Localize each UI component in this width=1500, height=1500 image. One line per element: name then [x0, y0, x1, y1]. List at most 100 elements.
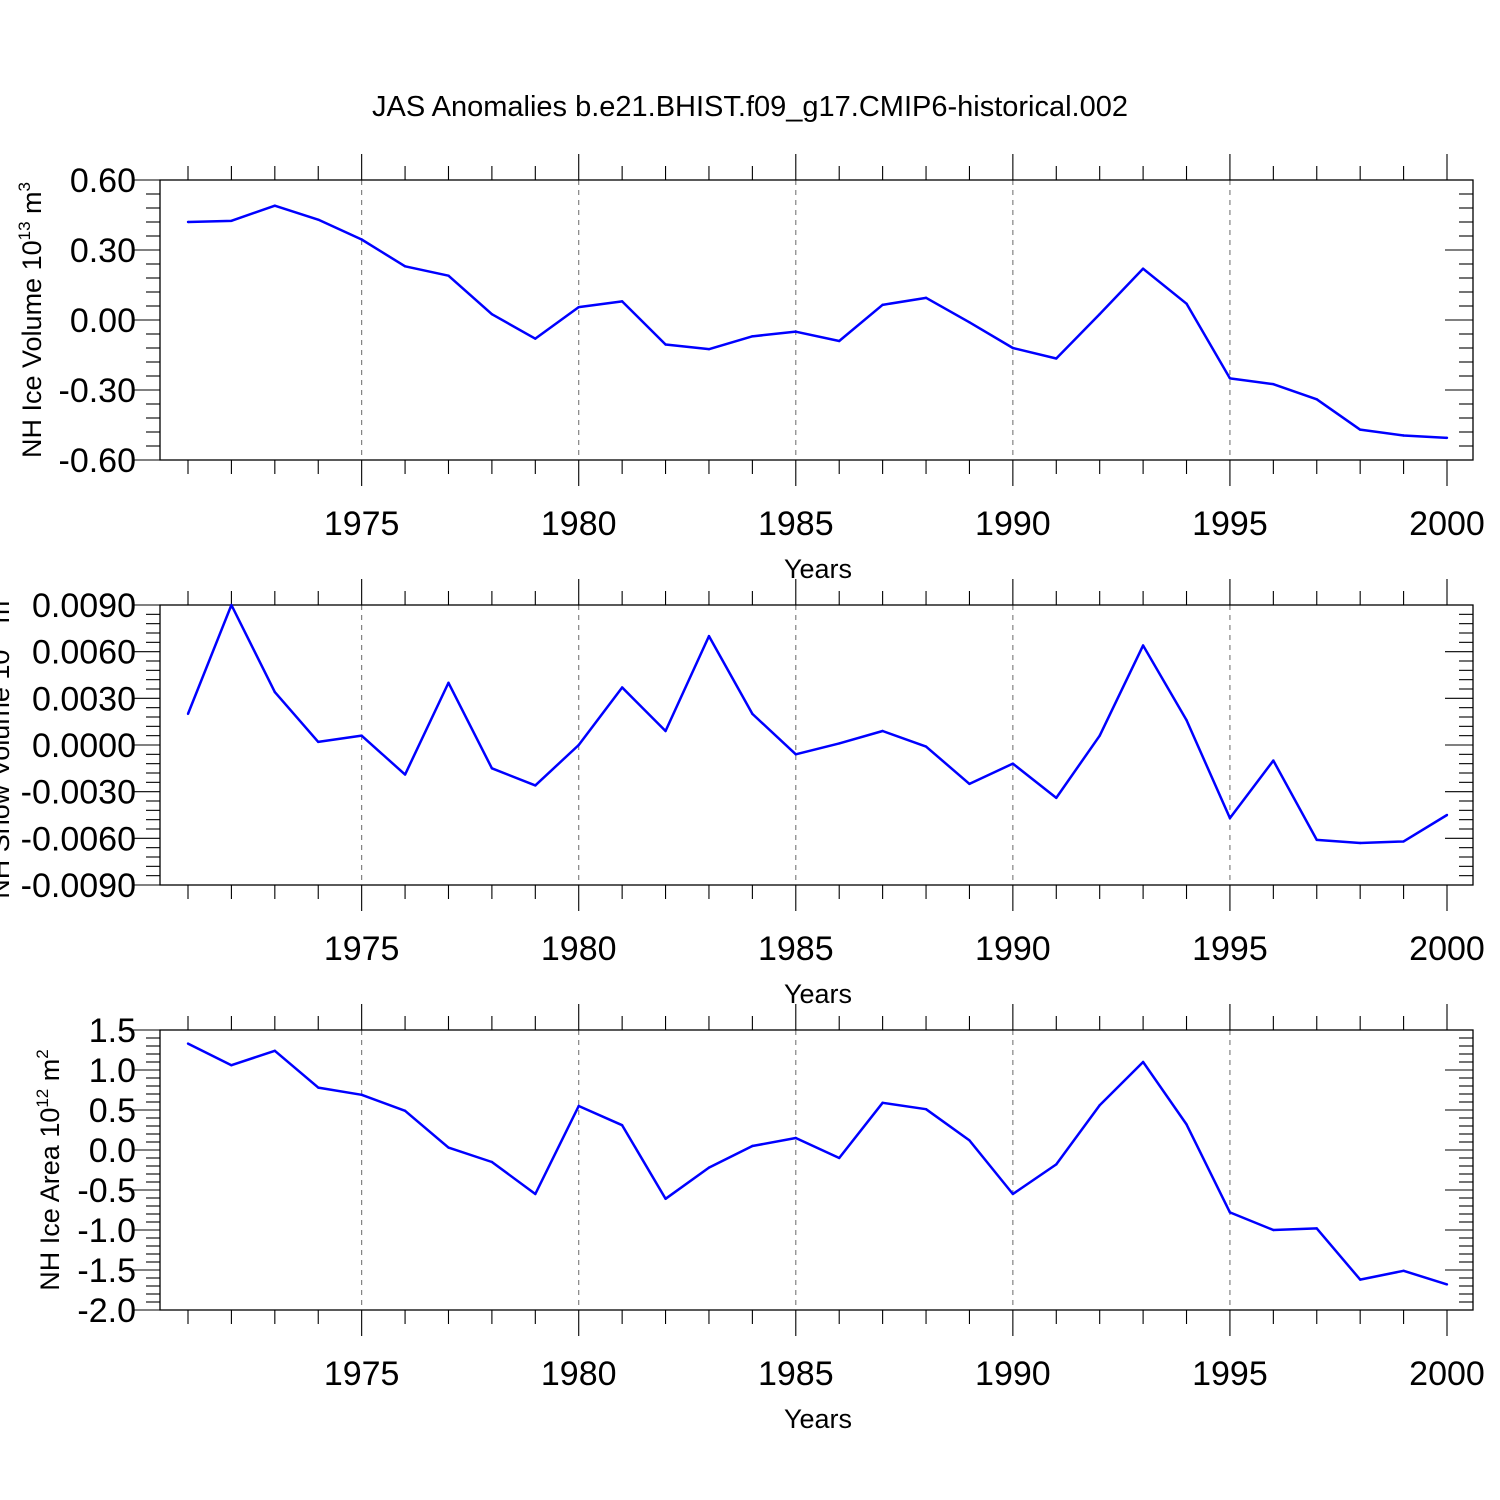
data-point [1315, 838, 1318, 842]
y-tick-label: -0.30 [59, 372, 137, 410]
y-tick-label: 0.0090 [32, 587, 136, 625]
panel-2: 1975 1980 1985 1990 1995 2000 Years 0.0090 0.006… [0, 579, 1485, 1009]
y-tick-label: -1.5 [77, 1252, 136, 1290]
y-tick-label: -0.0060 [21, 820, 136, 858]
y-axis-label: NH Ice Volume 1013 m3 [15, 182, 47, 458]
x-tick-label: 1995 [1192, 930, 1268, 968]
y-axis-label: NH Snow Volume 1013 m3 [0, 591, 15, 899]
data-point [403, 265, 407, 268]
data-point [534, 337, 537, 340]
data-point [490, 312, 494, 316]
data-point [620, 300, 624, 303]
data-point [577, 743, 580, 747]
data-point [577, 1104, 580, 1108]
data-point [664, 343, 667, 346]
data-point [924, 745, 928, 748]
y-tick-label: 1.0 [89, 1052, 136, 1090]
data-point [664, 1197, 667, 1201]
data-point [924, 1108, 928, 1111]
data-point [664, 729, 667, 733]
data-point [1098, 1104, 1101, 1107]
data-point [1445, 436, 1449, 440]
data-point [1228, 1211, 1232, 1214]
data-point [360, 238, 363, 241]
x-tick-label: 1990 [975, 505, 1051, 543]
y-tick-label: -0.0090 [21, 867, 136, 905]
data-point [186, 220, 190, 224]
data-point [751, 335, 754, 338]
series-line [186, 603, 1448, 845]
y-tick-label: -0.60 [59, 442, 137, 480]
data-point [403, 1109, 407, 1113]
x-tick-label: 2000 [1409, 1355, 1485, 1393]
data-point [317, 218, 320, 221]
y-tick-label: 0.5 [89, 1092, 136, 1130]
data-point [447, 1146, 450, 1149]
x-tick-label: 1985 [758, 1355, 834, 1393]
x-axis-label: Years [784, 554, 852, 584]
data-point [1055, 357, 1058, 360]
x-axis-label: Years [784, 979, 852, 1009]
data-point [1315, 398, 1318, 401]
data-point [186, 712, 190, 716]
data-point [360, 1093, 363, 1097]
y-tick-label: -2.0 [77, 1292, 136, 1330]
y-tick-label: 0.30 [70, 232, 136, 270]
series-line [187, 204, 1448, 440]
y-tick-label: 0.60 [70, 162, 136, 200]
y-tick-label: 0.0 [89, 1132, 136, 1170]
data-point [403, 773, 407, 776]
data-point [1185, 718, 1188, 722]
data-point [1402, 840, 1405, 843]
data-point [1272, 1228, 1275, 1232]
data-point [360, 734, 363, 737]
data-point [794, 330, 797, 333]
data-point [1098, 734, 1101, 737]
data-point [490, 767, 494, 770]
x-tick-label: 1995 [1192, 505, 1268, 543]
data-point [794, 753, 797, 756]
data-point [1141, 644, 1145, 647]
panel-3: 1975 1980 1985 1990 1995 2000 Years 1.51.00.50.… [33, 1004, 1485, 1434]
x-tick-label: 1980 [541, 505, 617, 543]
plot-frame [159, 1029, 1474, 1311]
data-point [1011, 762, 1015, 765]
data-point [577, 305, 580, 309]
data-point [1055, 1163, 1058, 1166]
data-point [968, 782, 971, 786]
y-tick-label: -1.0 [77, 1212, 136, 1250]
chart-title: JAS Anomalies b.e21.BHIST.f09_g17.CMIP6-… [372, 91, 1128, 123]
y-tick-label: 0.0060 [32, 634, 136, 672]
data-point [751, 712, 754, 716]
data-point [1011, 1192, 1015, 1196]
data-point [317, 1086, 320, 1089]
data-point [881, 1101, 884, 1105]
x-tick-label: 1990 [975, 1355, 1051, 1393]
data-point [1185, 302, 1188, 305]
y-axis-label: NH Ice Area 1012 m2 [33, 1049, 65, 1290]
data-point [490, 1160, 494, 1164]
data-point [1358, 1278, 1362, 1281]
data-point [447, 681, 450, 684]
y-tick-label: 0.0030 [32, 680, 136, 718]
y-tick-label: 1.5 [89, 1012, 136, 1050]
data-point [1011, 346, 1015, 350]
data-point [1272, 382, 1275, 386]
data-point [534, 784, 537, 787]
data-point [230, 603, 233, 607]
data-point [273, 204, 277, 207]
x-tick-label: 1975 [324, 930, 400, 968]
data-point [1445, 1283, 1449, 1286]
data-point [968, 321, 971, 324]
data-point [620, 1124, 624, 1127]
data-point [751, 1144, 754, 1148]
data-point [534, 1192, 537, 1196]
x-axis-label: Years [784, 1404, 852, 1434]
chart-panels: 1975 1980 1985 1990 1995 2000 Years 0.60 0.30 0.0… [0, 154, 1485, 1434]
data-point [1402, 1269, 1405, 1273]
x-tick-label: 1990 [975, 930, 1051, 968]
x-tick-label: 2000 [1409, 505, 1485, 543]
data-point [707, 1166, 711, 1169]
x-tick-label: 1985 [758, 505, 834, 543]
y-tick-label: 0.0000 [32, 727, 136, 765]
